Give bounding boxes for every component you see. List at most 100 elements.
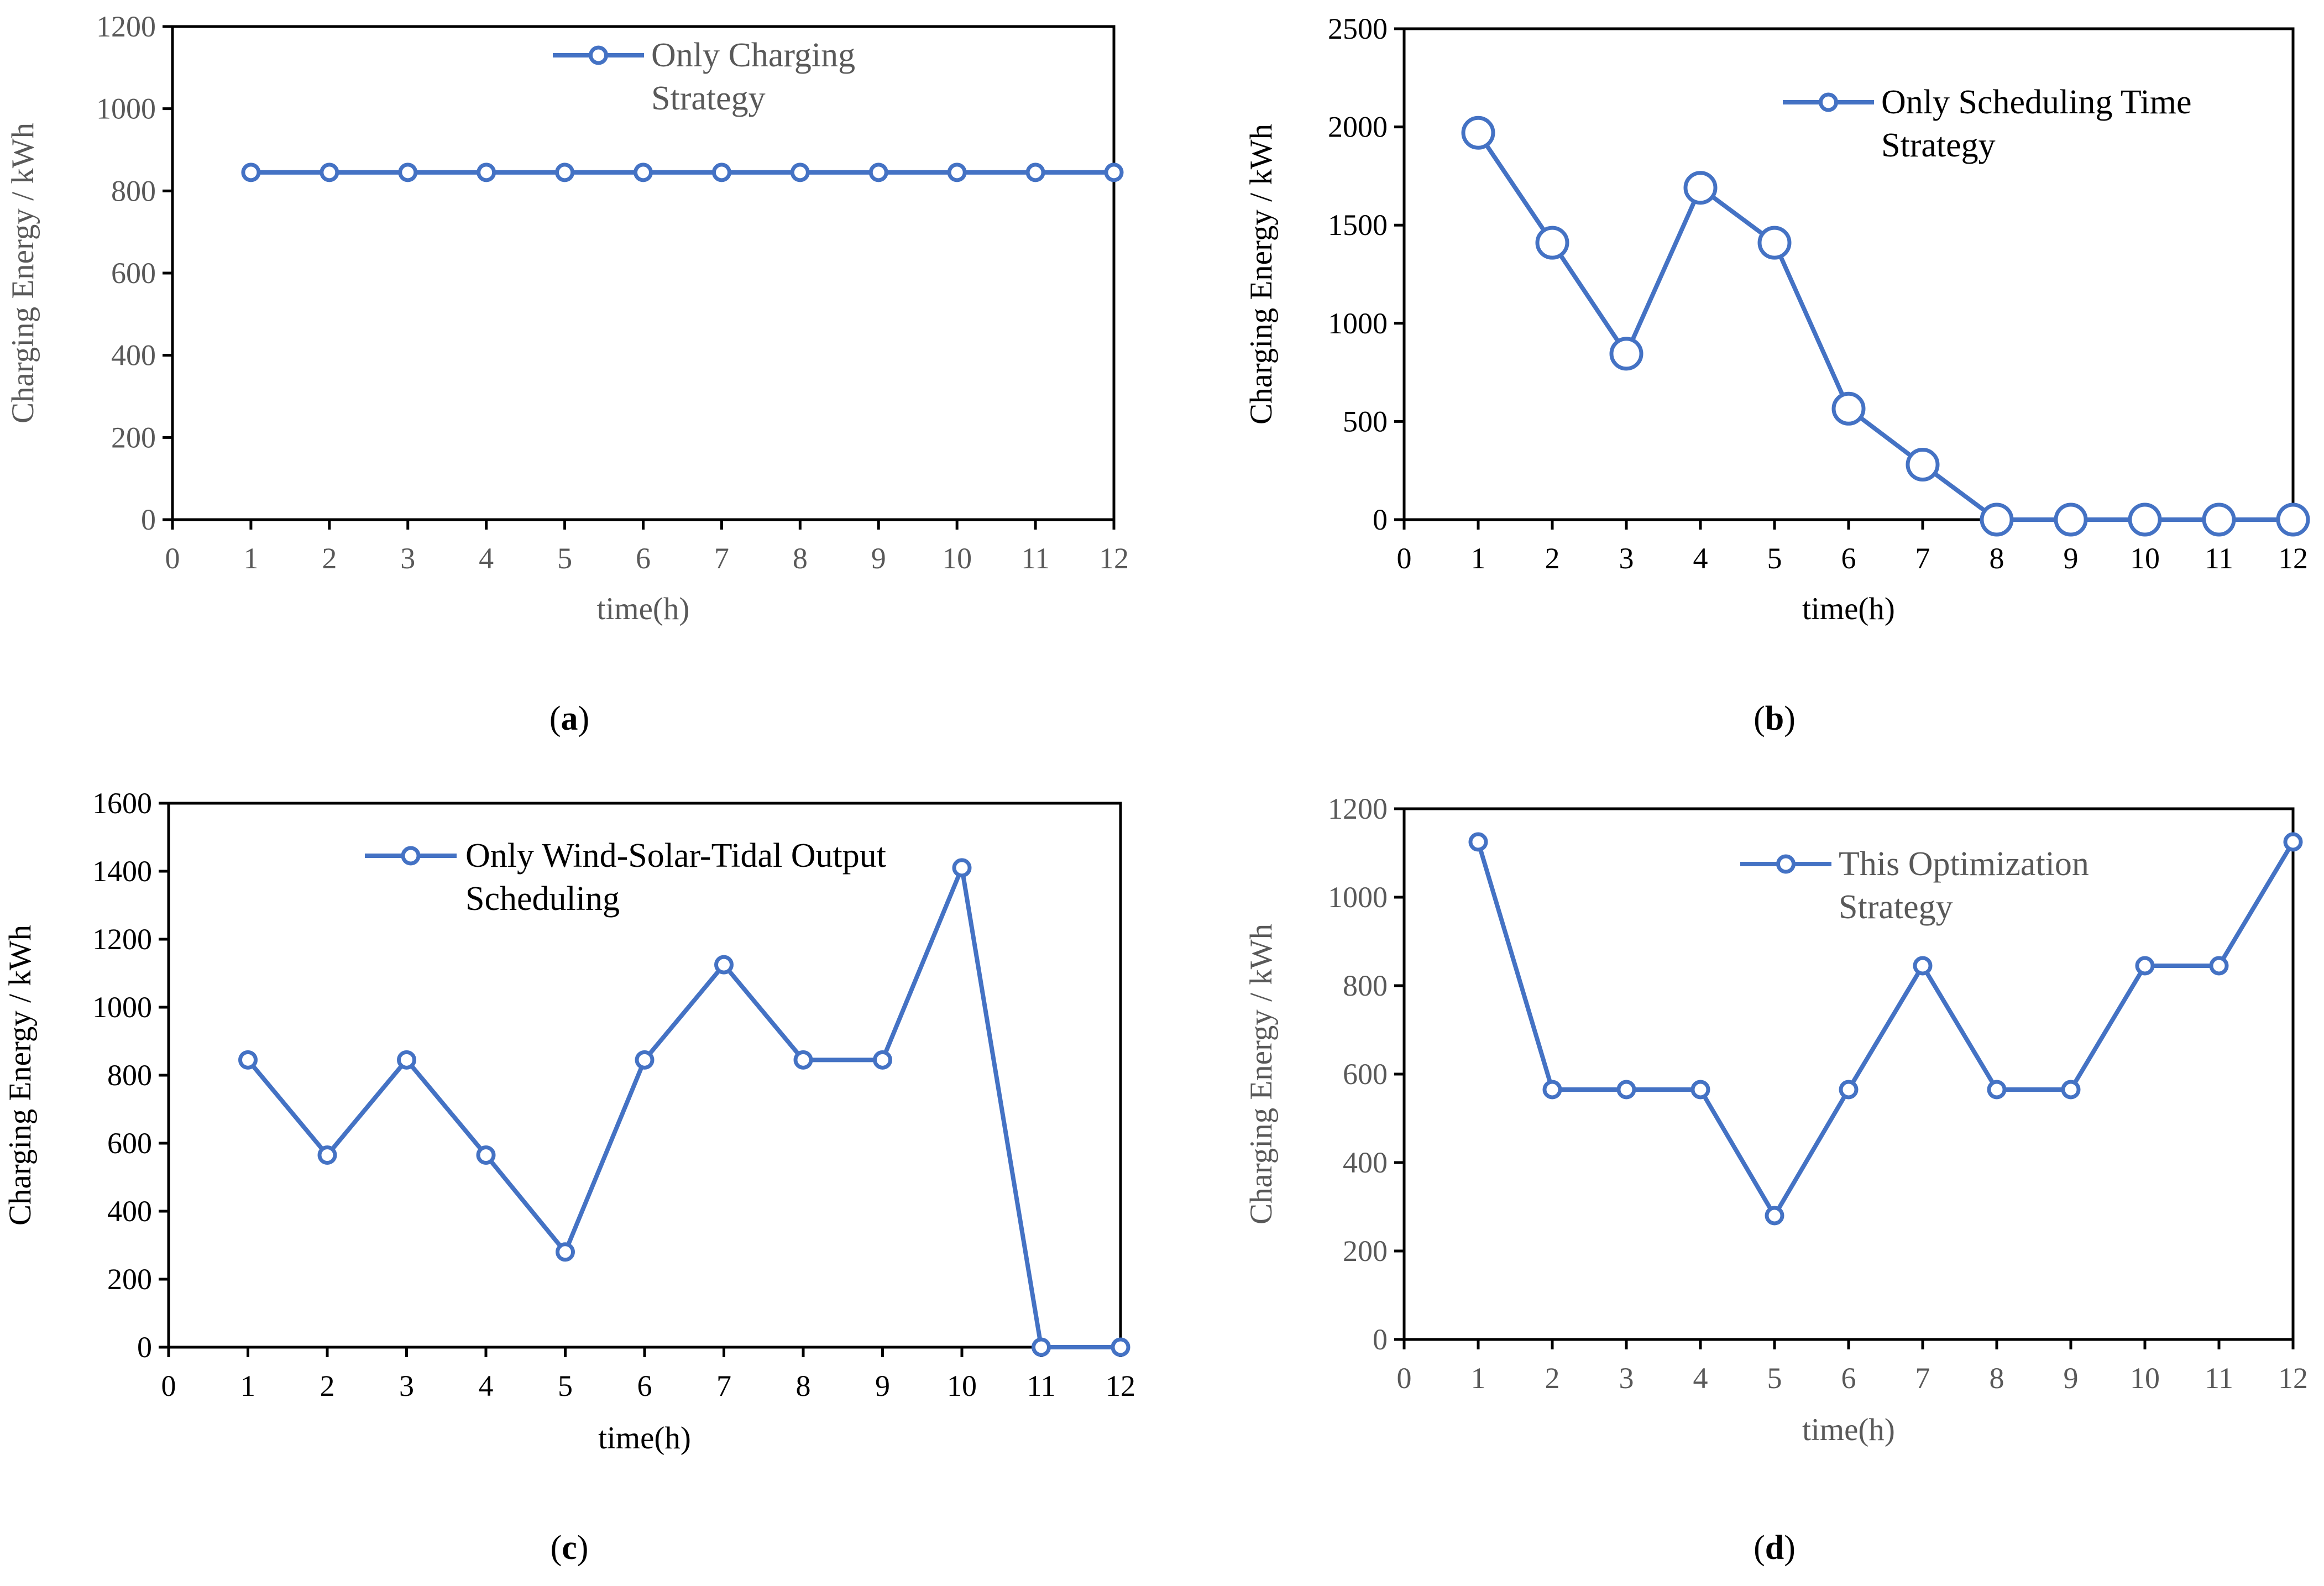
y-tick-label: 2500: [1328, 12, 1388, 45]
y-tick-label: 1200: [96, 10, 156, 43]
legend-marker: [1819, 92, 1838, 112]
y-tick-label: 1200: [1328, 792, 1388, 825]
panel-caption: (a): [549, 700, 589, 737]
panel-caption: (b): [1754, 700, 1796, 737]
y-tick-label: 1500: [1328, 208, 1388, 242]
y-tick-label: 1000: [92, 991, 152, 1024]
data-point: [2135, 956, 2155, 976]
y-tick-label: 0: [137, 1331, 152, 1364]
x-tick-label: 6: [636, 542, 651, 575]
legend-label: Only Charging: [651, 36, 855, 74]
x-tick-label: 1: [1471, 1362, 1486, 1395]
x-tick-label: 4: [479, 542, 494, 575]
legend-marker: [401, 846, 421, 866]
data-point: [2128, 503, 2162, 537]
x-axis-title: time(h): [1802, 1412, 1895, 1447]
y-tick-label: 500: [1343, 405, 1388, 438]
x-tick-label: 1: [243, 542, 258, 575]
x-tick-label: 3: [1619, 542, 1634, 575]
data-point: [555, 163, 575, 182]
x-tick-label: 7: [714, 542, 729, 575]
x-tick-label: 10: [2130, 542, 2160, 575]
data-point: [790, 163, 810, 182]
y-tick-label: 400: [107, 1195, 152, 1228]
x-tick-label: 9: [2064, 542, 2079, 575]
x-tick-label: 3: [399, 1369, 414, 1402]
x-tick-label: 12: [2278, 542, 2308, 575]
x-tick-label: 7: [1915, 542, 1930, 575]
data-point: [1032, 1337, 1051, 1357]
y-tick-label: 200: [1343, 1234, 1388, 1268]
legend-label: Only Wind-Solar-Tidal Output: [465, 837, 886, 875]
data-point: [476, 1145, 496, 1165]
x-tick-label: 0: [1397, 1362, 1412, 1395]
y-tick-label: 0: [141, 503, 156, 536]
data-point: [2209, 956, 2229, 976]
x-tick-label: 0: [161, 1369, 176, 1402]
data-point: [634, 163, 653, 182]
x-tick-label: 4: [1693, 542, 1708, 575]
y-axis-title: Charging Energy / kWh: [1244, 124, 1279, 425]
x-tick-label: 2: [1545, 542, 1560, 575]
x-tick-label: 6: [1841, 542, 1856, 575]
x-tick-label: 2: [320, 1369, 335, 1402]
data-point: [2054, 503, 2088, 537]
x-tick-label: 8: [1990, 1362, 2004, 1395]
y-tick-label: 400: [1343, 1146, 1388, 1179]
legend-label: Scheduling: [465, 880, 620, 918]
data-point: [1765, 1206, 1784, 1226]
data-point: [1111, 1337, 1130, 1357]
x-tick-label: 1: [240, 1369, 255, 1402]
x-axis-title: time(h): [1802, 592, 1895, 626]
x-tick-label: 2: [1545, 1362, 1560, 1395]
data-point: [1980, 503, 2014, 537]
panel-caption: (c): [551, 1529, 589, 1567]
data-point: [1906, 448, 1940, 482]
y-tick-label: 1000: [1328, 881, 1388, 914]
x-tick-label: 8: [793, 542, 808, 575]
data-point: [1025, 163, 1045, 182]
y-tick-label: 1000: [96, 92, 156, 125]
series-line: [1476, 840, 2295, 1218]
data-point: [1690, 1080, 1710, 1100]
x-tick-label: 10: [942, 542, 972, 575]
x-tick-label: 4: [1693, 1362, 1708, 1395]
data-point: [714, 955, 734, 975]
legend-label: This Optimization: [1839, 845, 2089, 883]
x-tick-label: 9: [2064, 1362, 2079, 1395]
data-point: [1468, 832, 1488, 852]
legend-label: Only Scheduling Time: [1881, 83, 2192, 121]
x-tick-label: 9: [871, 542, 886, 575]
y-tick-label: 600: [107, 1127, 152, 1160]
x-tick-label: 6: [637, 1369, 652, 1402]
legend-marker: [1776, 854, 1796, 874]
series-line: [1476, 132, 2293, 522]
legend-label: Strategy: [1881, 127, 1996, 164]
data-point: [2061, 1080, 2081, 1100]
data-point: [868, 163, 888, 182]
data-point: [556, 1242, 575, 1262]
data-point: [947, 163, 967, 182]
y-tick-label: 800: [111, 174, 156, 207]
data-point: [2202, 503, 2236, 537]
x-tick-label: 11: [2205, 542, 2233, 575]
data-point: [952, 858, 972, 878]
x-tick-label: 5: [558, 1369, 573, 1402]
y-axis-title: Charging Energy / kWh: [1244, 924, 1279, 1224]
data-point: [635, 1050, 655, 1070]
x-tick-label: 12: [2278, 1362, 2308, 1395]
x-axis-title: time(h): [598, 1421, 691, 1456]
legend-marker: [589, 45, 608, 65]
x-tick-label: 0: [1397, 542, 1412, 575]
data-point: [873, 1050, 892, 1070]
data-point: [2283, 832, 2303, 852]
data-point: [711, 163, 731, 182]
data-point: [241, 163, 261, 182]
y-tick-label: 1200: [92, 923, 152, 956]
x-tick-label: 10: [947, 1369, 977, 1402]
data-point: [398, 163, 418, 182]
data-point: [317, 1145, 337, 1165]
